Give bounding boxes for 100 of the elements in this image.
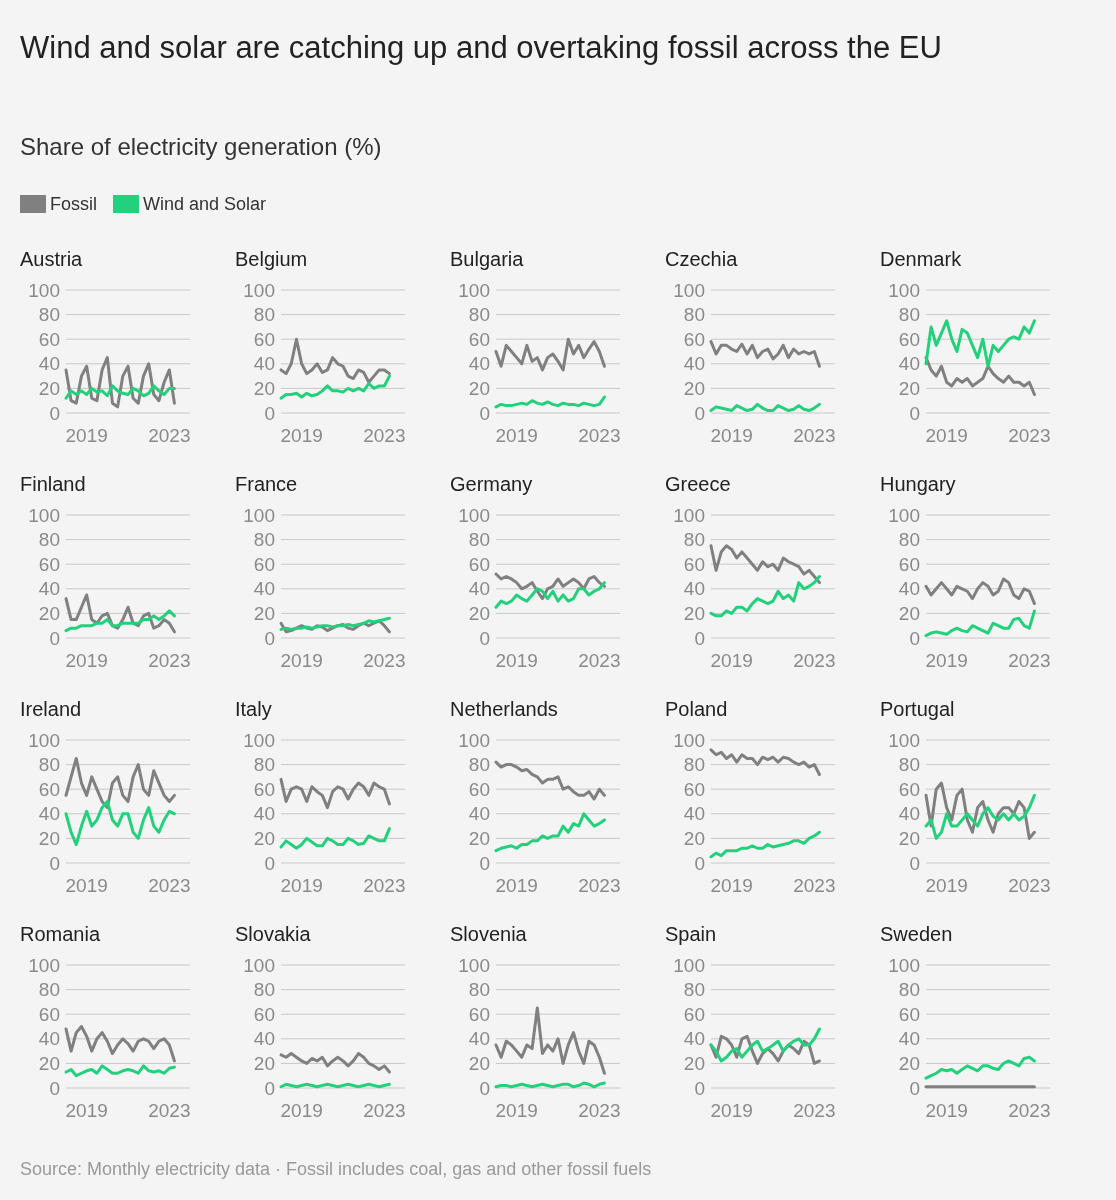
y-tick-label: 0 xyxy=(49,852,60,874)
x-tick-label: 2019 xyxy=(710,650,753,671)
x-tick-label: 2019 xyxy=(495,650,538,671)
y-tick-label: 20 xyxy=(38,828,60,850)
y-tick-label: 80 xyxy=(38,529,60,551)
y-tick-label: 40 xyxy=(253,353,275,375)
y-tick-label: 40 xyxy=(898,353,920,375)
x-tick-label: 2019 xyxy=(710,1100,753,1121)
y-tick-label: 60 xyxy=(683,778,705,800)
y-tick-label: 20 xyxy=(253,828,275,850)
y-tick-label: 100 xyxy=(673,504,705,526)
x-tick-label: 2019 xyxy=(280,875,323,896)
y-tick-label: 80 xyxy=(253,979,275,1001)
y-tick-label: 20 xyxy=(38,603,60,625)
legend-label: Wind and Solar xyxy=(143,194,267,215)
y-tick-label: 0 xyxy=(264,852,275,874)
y-tick-label: 40 xyxy=(253,1028,275,1050)
y-tick-label: 40 xyxy=(38,578,60,600)
y-tick-label: 60 xyxy=(38,328,60,350)
chart-title: Slovakia xyxy=(235,923,312,945)
y-tick-label: 40 xyxy=(468,578,490,600)
text: Wind and solar are catching up and overtaking fossil across the EU xyxy=(20,30,942,65)
y-tick-label: 100 xyxy=(673,954,705,976)
y-tick-label: 100 xyxy=(458,954,490,976)
y-tick-label: 0 xyxy=(694,627,705,649)
y-tick-label: 80 xyxy=(898,304,920,326)
x-tick-label: 2019 xyxy=(65,1100,108,1121)
x-tick-label: 2019 xyxy=(925,875,968,896)
y-tick-label: 20 xyxy=(898,1053,920,1075)
y-tick-label: 100 xyxy=(458,279,490,301)
chart-title: Denmark xyxy=(880,248,963,270)
y-tick-label: 40 xyxy=(898,1028,920,1050)
y-tick-label: 60 xyxy=(683,553,705,575)
y-tick-label: 0 xyxy=(479,402,490,424)
y-tick-label: 100 xyxy=(673,279,705,301)
y-tick-label: 0 xyxy=(909,1077,920,1099)
x-tick-label: 2023 xyxy=(1008,875,1051,896)
y-tick-label: 40 xyxy=(898,803,920,825)
y-tick-label: 100 xyxy=(28,279,60,301)
y-tick-label: 60 xyxy=(468,778,490,800)
x-tick-label: 2019 xyxy=(495,875,538,896)
chart-title: Slovenia xyxy=(450,923,528,945)
chart-title: Czechia xyxy=(665,248,739,270)
y-tick-label: 20 xyxy=(468,828,490,850)
chart-title: Romania xyxy=(20,923,101,945)
y-tick-label: 20 xyxy=(253,1053,275,1075)
x-tick-label: 2023 xyxy=(1008,650,1051,671)
y-tick-label: 80 xyxy=(38,979,60,1001)
x-tick-label: 2019 xyxy=(280,650,323,671)
x-tick-label: 2019 xyxy=(280,425,323,446)
y-tick-label: 60 xyxy=(898,1003,920,1025)
y-tick-label: 100 xyxy=(243,954,275,976)
y-tick-label: 100 xyxy=(28,729,60,751)
y-tick-label: 100 xyxy=(458,729,490,751)
y-tick-label: 20 xyxy=(683,603,705,625)
y-tick-label: 100 xyxy=(888,729,920,751)
y-tick-label: 40 xyxy=(683,1028,705,1050)
y-tick-label: 100 xyxy=(243,504,275,526)
y-tick-label: 100 xyxy=(28,504,60,526)
chart-title: Netherlands xyxy=(450,698,558,720)
y-tick-label: 20 xyxy=(253,603,275,625)
y-tick-label: 100 xyxy=(243,729,275,751)
y-tick-label: 80 xyxy=(683,979,705,1001)
chart-title: Austria xyxy=(20,248,84,270)
y-tick-label: 60 xyxy=(38,553,60,575)
x-tick-label: 2019 xyxy=(495,1100,538,1121)
y-tick-label: 40 xyxy=(38,803,60,825)
x-tick-label: 2023 xyxy=(363,1100,406,1121)
y-tick-label: 0 xyxy=(264,1077,275,1099)
y-tick-label: 0 xyxy=(909,627,920,649)
chart-title: Greece xyxy=(665,473,731,495)
x-tick-label: 2023 xyxy=(363,425,406,446)
y-tick-label: 80 xyxy=(898,979,920,1001)
y-tick-label: 0 xyxy=(49,1077,60,1099)
y-tick-label: 0 xyxy=(479,1077,490,1099)
x-tick-label: 2023 xyxy=(1008,1100,1051,1121)
y-tick-label: 60 xyxy=(468,553,490,575)
y-tick-label: 20 xyxy=(38,378,60,400)
y-tick-label: 20 xyxy=(38,1053,60,1075)
x-tick-label: 2023 xyxy=(578,425,621,446)
y-tick-label: 20 xyxy=(683,828,705,850)
y-tick-label: 80 xyxy=(683,529,705,551)
y-tick-label: 20 xyxy=(468,378,490,400)
y-tick-label: 40 xyxy=(898,578,920,600)
chart-title: Ireland xyxy=(20,698,82,720)
y-tick-label: 100 xyxy=(888,954,920,976)
chart-title: Portugal xyxy=(880,698,955,720)
x-tick-label: 2023 xyxy=(578,875,621,896)
x-tick-label: 2019 xyxy=(925,650,968,671)
y-tick-label: 60 xyxy=(468,328,490,350)
y-tick-label: 0 xyxy=(909,402,920,424)
y-tick-label: 80 xyxy=(468,529,490,551)
chart-title: France xyxy=(235,473,298,495)
source-note: Source: Monthly electricity data · Fossil includes coal, gas and other fossil fuels xyxy=(20,1159,652,1179)
y-tick-label: 60 xyxy=(898,553,920,575)
legend-label: Fossil xyxy=(50,194,98,215)
x-tick-label: 2019 xyxy=(710,425,753,446)
x-tick-label: 2023 xyxy=(578,1100,621,1121)
y-tick-label: 80 xyxy=(898,529,920,551)
chart-title: Germany xyxy=(450,473,533,495)
